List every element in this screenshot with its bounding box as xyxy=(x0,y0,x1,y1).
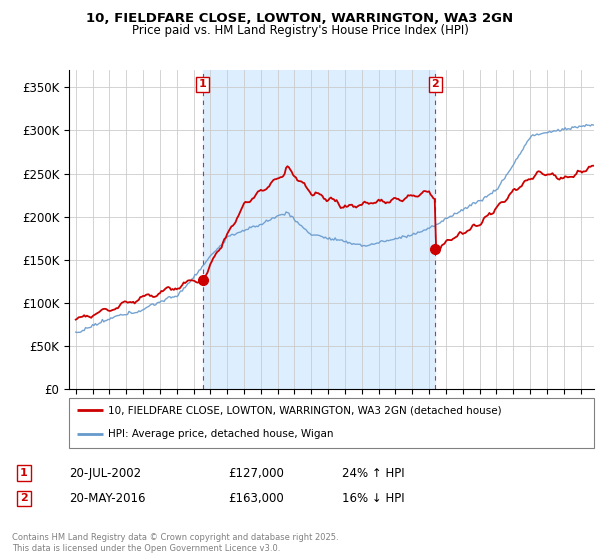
Text: 16% ↓ HPI: 16% ↓ HPI xyxy=(342,492,404,505)
Text: 10, FIELDFARE CLOSE, LOWTON, WARRINGTON, WA3 2GN (detached house): 10, FIELDFARE CLOSE, LOWTON, WARRINGTON,… xyxy=(109,405,502,415)
Text: 2: 2 xyxy=(20,493,28,503)
Text: 20-JUL-2002: 20-JUL-2002 xyxy=(69,466,141,480)
Text: 20-MAY-2016: 20-MAY-2016 xyxy=(69,492,146,505)
Text: HPI: Average price, detached house, Wigan: HPI: Average price, detached house, Wiga… xyxy=(109,429,334,439)
Text: 1: 1 xyxy=(20,468,28,478)
Text: 24% ↑ HPI: 24% ↑ HPI xyxy=(342,466,404,480)
Text: 2: 2 xyxy=(431,80,439,90)
Text: 10, FIELDFARE CLOSE, LOWTON, WARRINGTON, WA3 2GN: 10, FIELDFARE CLOSE, LOWTON, WARRINGTON,… xyxy=(86,12,514,25)
Text: £127,000: £127,000 xyxy=(228,466,284,480)
Text: Price paid vs. HM Land Registry's House Price Index (HPI): Price paid vs. HM Land Registry's House … xyxy=(131,24,469,36)
Text: £163,000: £163,000 xyxy=(228,492,284,505)
Text: Contains HM Land Registry data © Crown copyright and database right 2025.
This d: Contains HM Land Registry data © Crown c… xyxy=(12,533,338,553)
Text: 1: 1 xyxy=(199,80,206,90)
